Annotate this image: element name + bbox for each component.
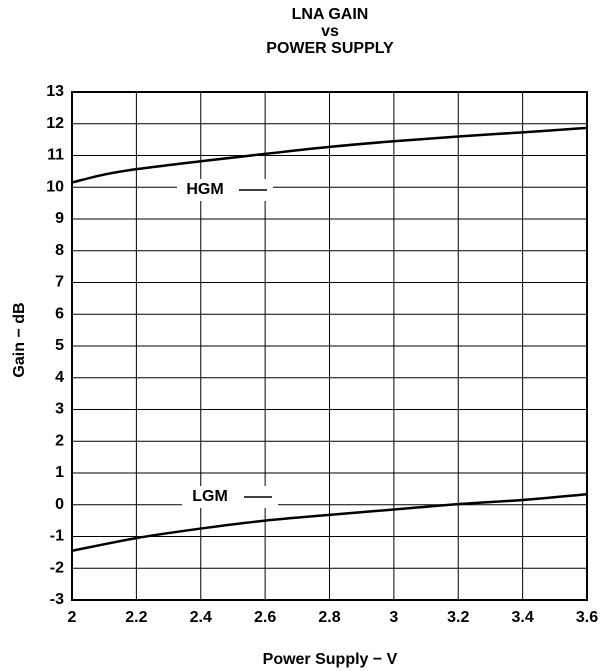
y-tick-label: 11 xyxy=(47,147,64,164)
chart-title: POWER SUPPLY xyxy=(266,40,394,57)
series-label: LGM xyxy=(192,488,228,505)
y-tick-label: 9 xyxy=(55,210,64,227)
series-line xyxy=(71,126,588,184)
label-background xyxy=(177,179,273,201)
x-axis-label: Power Supply − V xyxy=(263,651,398,668)
y-tick-label: -2 xyxy=(50,559,64,576)
y-tick-label: 3 xyxy=(55,401,64,418)
series-line xyxy=(71,493,588,553)
x-tick-label: 3.6 xyxy=(576,609,598,626)
y-tick-label: 7 xyxy=(55,274,64,291)
y-tick-label: 12 xyxy=(46,115,64,132)
y-tick-label: 8 xyxy=(55,242,64,259)
y-tick-label: 5 xyxy=(55,337,64,354)
x-tick-label: 3.2 xyxy=(447,609,469,626)
y-tick-label: 6 xyxy=(55,305,64,322)
y-tick-label: 2 xyxy=(55,432,64,449)
y-tick-label: -1 xyxy=(50,528,64,545)
y-tick-label: 1 xyxy=(55,464,64,481)
series-label: HGM xyxy=(186,181,223,198)
x-tick-label: 2.4 xyxy=(190,609,212,626)
chart-title: vs xyxy=(321,23,339,40)
x-tick-label: 2.8 xyxy=(318,609,340,626)
x-tick-label: 3.4 xyxy=(512,609,534,626)
chart-title: LNA GAIN xyxy=(292,6,369,23)
y-tick-label: 10 xyxy=(46,178,64,195)
y-axis-label: Gain − dB xyxy=(11,302,28,377)
x-tick-label: 3 xyxy=(389,609,398,626)
x-tick-label: 2.2 xyxy=(125,609,147,626)
y-tick-label: 0 xyxy=(55,496,64,513)
x-tick-label: 2.6 xyxy=(254,609,276,626)
y-tick-label: -3 xyxy=(50,591,64,608)
y-tick-label: 13 xyxy=(46,83,64,100)
x-tick-label: 2 xyxy=(68,609,77,626)
plot-frame xyxy=(71,91,588,601)
label-background xyxy=(182,486,278,508)
y-tick-label: 4 xyxy=(55,369,64,386)
